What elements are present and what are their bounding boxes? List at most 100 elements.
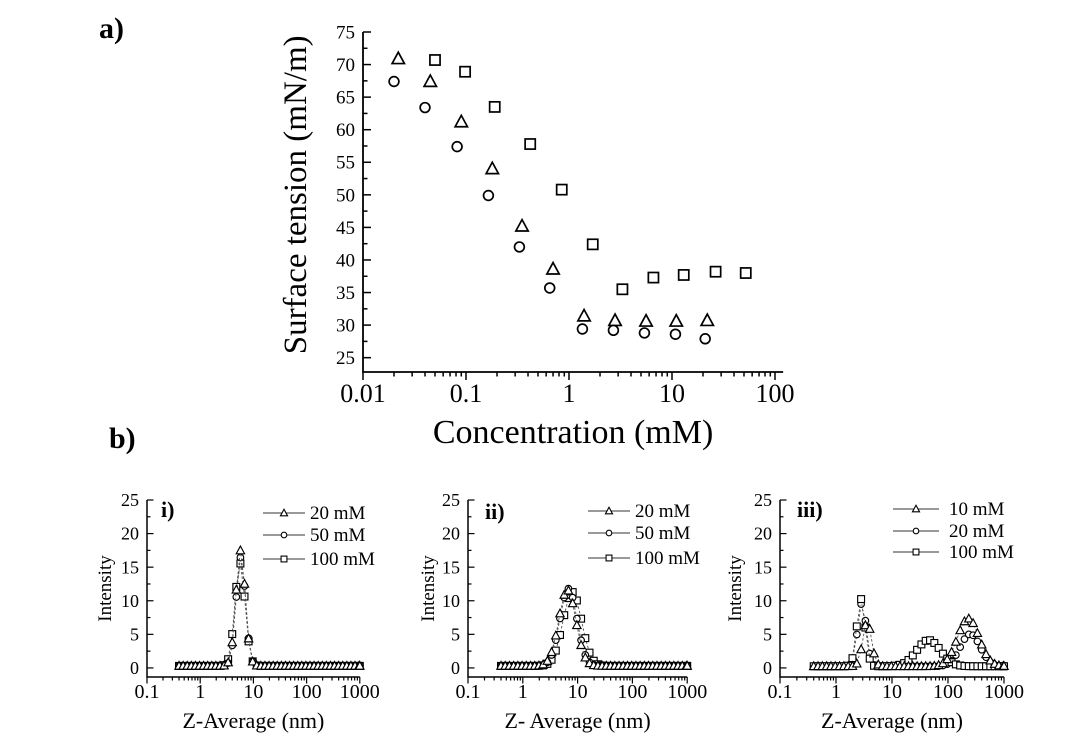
- data-point-square: [616, 283, 629, 296]
- data-point-circle: [232, 593, 241, 601]
- x-tick-label: 10: [243, 681, 263, 703]
- data-point-square: [677, 269, 690, 281]
- legend-circle-marker: [912, 527, 920, 535]
- x-tick-label: 100: [756, 379, 795, 408]
- data-point-triangle: [545, 260, 561, 275]
- x-tick-label: 10: [882, 681, 902, 703]
- y-tick-label: 0: [130, 658, 139, 678]
- x-tick-label: 0.1: [450, 379, 483, 408]
- data-point-triangle: [542, 655, 553, 665]
- data-point-circle: [388, 75, 400, 88]
- legend-triangle-marker: [279, 508, 289, 517]
- data-point-circle: [482, 189, 495, 202]
- data-point-square: [228, 630, 237, 639]
- data-point-triangle: [563, 585, 574, 595]
- subplot-label: iii): [797, 497, 823, 522]
- data-point-triangle: [980, 648, 992, 659]
- data-point-triangle: [985, 654, 996, 665]
- data-point-square: [709, 265, 722, 278]
- data-point-triangle: [571, 619, 583, 630]
- y-tick-label: 10: [754, 591, 772, 611]
- x-tick-label: 1: [831, 681, 841, 703]
- data-point-triangle: [976, 639, 987, 649]
- data-point-square: [647, 271, 660, 284]
- data-point-triangle: [946, 646, 957, 657]
- data-point-triangle: [868, 647, 880, 658]
- y-tick-label: 40: [336, 250, 355, 271]
- series-line-triangle: [500, 589, 688, 667]
- data-point-circle: [638, 327, 651, 339]
- data-point-triangle: [950, 636, 962, 646]
- data-point-square: [857, 595, 866, 604]
- subplot-label: ii): [485, 499, 505, 524]
- data-point-triangle: [567, 597, 578, 608]
- data-point-square: [555, 183, 568, 196]
- data-point-triangle: [231, 584, 242, 594]
- data-point-triangle: [963, 613, 974, 623]
- data-point-square: [459, 65, 472, 78]
- y-tick-label: 0: [451, 658, 460, 678]
- x-tick-label: 0.01: [340, 379, 386, 408]
- data-point-square: [524, 138, 537, 150]
- x-axis-title: Concentration (mM): [433, 414, 713, 451]
- data-point-triangle: [668, 312, 684, 327]
- data-point-circle: [669, 328, 682, 340]
- y-tick-label: 15: [754, 557, 772, 577]
- dls-chart-i: 0 5 10 15 20 25 0.1 1 10 100 1000 Z-Average (nm) Int…: [95, 490, 380, 733]
- y-tick-label: 25: [121, 490, 139, 510]
- x-tick-label: 10: [568, 681, 588, 703]
- data-point-triangle: [855, 643, 867, 654]
- x-tick-label: 100: [617, 681, 647, 703]
- surface-tension-chart: 25 30 35 40 45 50 55 60 65 70 75 0.01 0.1 1 10 100 Conce…: [278, 22, 795, 451]
- series-line-square: [179, 563, 360, 667]
- y-tick-label: 15: [442, 557, 460, 577]
- y-tick-label: 70: [336, 55, 355, 76]
- legend-square-marker: [605, 554, 613, 562]
- data-point-circle: [699, 333, 711, 345]
- x-tick-label: 1000: [340, 681, 380, 703]
- legend-label: 100 mM: [310, 549, 375, 570]
- data-point-square: [934, 643, 943, 652]
- x-axis-title: Z- Average (nm): [504, 708, 650, 733]
- x-tick-label: 1000: [667, 681, 707, 703]
- data-point-square: [739, 267, 752, 279]
- data-point-triangle: [222, 656, 234, 667]
- y-axis-title: Intensity: [725, 555, 746, 622]
- dls-chart-ii: 0 5 10 15 20 25 0.1 1 10 100 1000 Z- Average (nm) In…: [418, 490, 707, 733]
- data-point-triangle: [554, 607, 566, 618]
- x-tick-label: 1: [563, 379, 576, 408]
- legend-circle-marker: [605, 529, 613, 537]
- x-tick-label: 0.1: [135, 681, 160, 703]
- data-point-triangle: [243, 632, 254, 643]
- data-point-square: [938, 649, 947, 658]
- legend-square-marker: [280, 555, 288, 563]
- legend-square-marker: [912, 548, 920, 556]
- y-axis-title: Surface tension (mN/m): [278, 35, 314, 354]
- y-tick-label: 65: [336, 88, 355, 109]
- data-point-triangle: [390, 50, 406, 65]
- data-point-triangle: [972, 627, 983, 638]
- y-axis-title: Intensity: [418, 555, 439, 622]
- legend-label: 50 mM: [310, 525, 366, 546]
- x-axis-title: Z-Average (nm): [821, 708, 963, 733]
- y-tick-label: 25: [442, 490, 460, 510]
- y-tick-label: 5: [451, 624, 460, 644]
- x-tick-label: 100: [292, 681, 322, 703]
- x-tick-label: 1: [195, 681, 205, 703]
- legend-label: 20 mM: [310, 503, 366, 524]
- data-point-triangle: [484, 160, 500, 175]
- data-point-triangle: [550, 630, 561, 640]
- data-point-square: [908, 651, 917, 660]
- legend-label: 10 mM: [949, 499, 1005, 520]
- data-point-triangle: [453, 113, 469, 128]
- data-point-circle: [513, 241, 526, 253]
- data-point-circle: [451, 140, 463, 153]
- data-point-square: [865, 654, 874, 663]
- data-point-triangle: [354, 660, 365, 670]
- x-tick-label: 1: [518, 681, 528, 703]
- y-tick-label: 75: [336, 22, 355, 43]
- x-tick-label: 0.1: [456, 681, 481, 703]
- data-point-triangle: [576, 307, 592, 322]
- series-line-circle: [179, 557, 360, 667]
